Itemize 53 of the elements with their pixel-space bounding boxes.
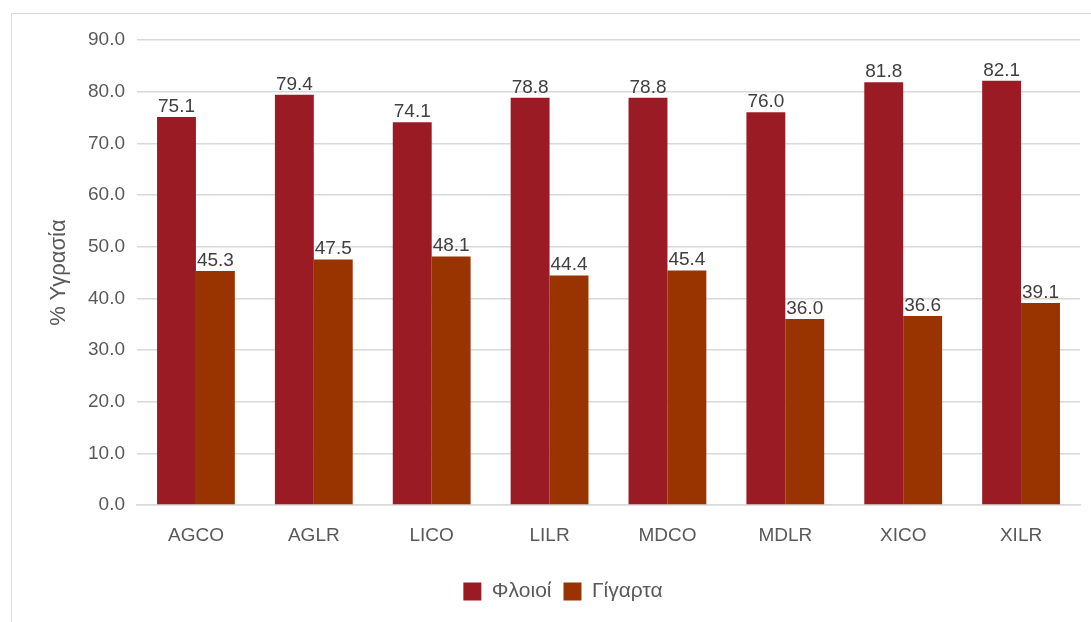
data-label: 78.8: [629, 75, 667, 97]
bar: [746, 112, 786, 505]
bar: [431, 256, 471, 505]
x-tick-label: AGCO: [167, 523, 224, 545]
y-tick-label: 90.0: [88, 28, 125, 50]
bar: [1021, 302, 1060, 505]
bar: [313, 259, 353, 505]
y-tick-label: 0.0: [98, 493, 125, 515]
y-tick-label: 30.0: [88, 338, 125, 360]
bar: [157, 116, 196, 505]
legend-label: Γίγαρτα: [591, 578, 663, 602]
bar: [510, 97, 550, 505]
data-label: 82.1: [983, 58, 1021, 80]
data-label: 48.1: [432, 234, 470, 256]
x-tick-label: AGLR: [287, 523, 340, 545]
data-label: 45.4: [668, 248, 706, 270]
x-tick-label: LILR: [529, 523, 570, 545]
legend-label: Φλοιοί: [491, 578, 552, 602]
y-tick-label: 70.0: [88, 131, 125, 153]
data-label: 74.1: [393, 99, 431, 121]
bar: [982, 80, 1022, 505]
y-axis-title: % Υγρασία: [45, 219, 71, 326]
bar: [785, 319, 825, 505]
bar: [392, 122, 432, 505]
x-tick-label: XICO: [879, 523, 927, 545]
data-label: 75.1: [158, 94, 195, 116]
data-label: 79.4: [275, 72, 314, 94]
y-tick-label: 20.0: [88, 389, 125, 411]
data-label: 81.8: [865, 60, 903, 82]
data-label: 78.8: [511, 75, 549, 97]
bar: [628, 97, 668, 505]
bar: [903, 315, 943, 505]
data-label: 39.1: [1022, 280, 1059, 302]
data-label: 36.0: [786, 296, 824, 318]
data-label: 76.0: [747, 90, 785, 112]
x-tick-label: MDCO: [638, 523, 697, 545]
y-tick-label: 40.0: [88, 286, 125, 308]
bar: [195, 270, 235, 505]
y-tick-label: 60.0: [88, 183, 125, 205]
data-label: 36.6: [904, 293, 942, 315]
y-tick-label: 80.0: [88, 79, 125, 101]
data-label: 44.4: [550, 253, 588, 275]
data-label: 45.3: [196, 248, 234, 270]
bar: [864, 82, 904, 505]
bar: [549, 275, 589, 505]
x-tick-label: LICO: [409, 523, 454, 545]
y-tick-label: 50.0: [88, 234, 125, 256]
y-tick-label: 10.0: [88, 441, 125, 463]
x-tick-label: MDLR: [758, 523, 813, 545]
x-tick-label: XILR: [999, 523, 1043, 545]
bar: [667, 270, 707, 505]
bar: [274, 94, 314, 505]
data-label: 47.5: [314, 237, 352, 259]
